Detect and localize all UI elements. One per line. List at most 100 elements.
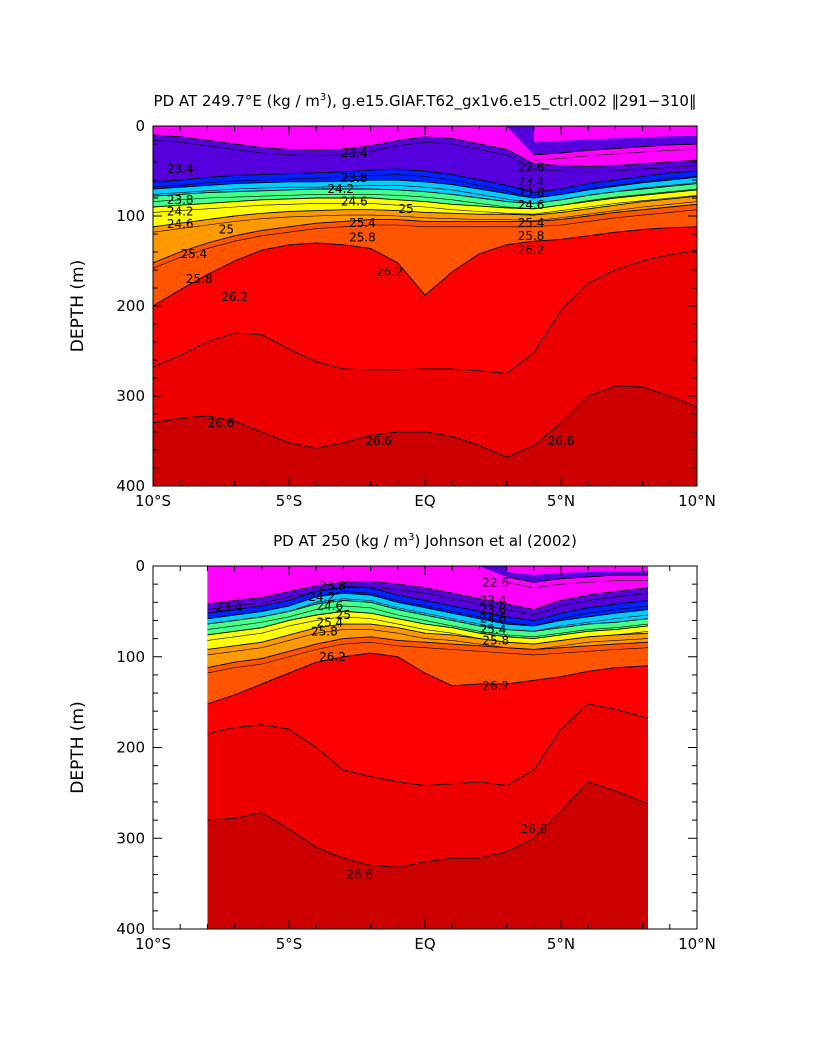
chart-title-prefix: PD AT 249.7°E (kg / m (154, 92, 320, 110)
contour-label: 26.6 (520, 822, 547, 836)
contour-line-25 (207, 610, 649, 640)
y-axis: 0 100 200 300 400 (116, 557, 697, 938)
contour-label: 24.6 (518, 198, 545, 212)
contour-line-24.2 (153, 176, 697, 199)
contour-line-minor (153, 201, 697, 233)
contour-line-26.4 (207, 703, 649, 787)
y-axis: 0 100 200 300 400 (116, 117, 697, 495)
contour-line-25.8 (207, 636, 649, 669)
contour-line-26.6 (207, 781, 649, 868)
contour-label: 25 (336, 608, 351, 622)
chart-title-suffix: ), g.e15.GIAF.T62_gx1v6.e15_ctrl.002 ‖29… (326, 92, 696, 111)
contour-line-24.2 (207, 592, 649, 627)
x-tick-label: 10°S (135, 935, 171, 953)
chart-title-suffix: ) Johnson et al (2002) (415, 532, 577, 550)
x-axis: 10°S 5°S EQ 5°N 10°N (135, 126, 716, 510)
contour-line-22.6 (533, 143, 697, 156)
x-tick-label: 5°N (547, 935, 575, 953)
y-tick-label: 0 (135, 557, 145, 575)
contour-fill-lightest (506, 566, 649, 575)
contour-label: 24.2 (167, 205, 194, 219)
contour-line-26.6 (153, 385, 697, 458)
contour-label: 26.6 (208, 416, 235, 430)
contour-label: 23.4 (167, 162, 194, 176)
x-tick-label: 10°S (135, 492, 171, 510)
observation-panel: 23.423.824.224.62525.425.826.226.222.623… (68, 532, 716, 953)
contour-label: 25.8 (186, 272, 213, 286)
y-tick-label: 400 (116, 920, 145, 938)
x-tick-label: 10°N (678, 492, 716, 510)
contour-line-25.8 (153, 203, 697, 264)
contour-line-minor (153, 195, 697, 215)
contour-label: 25.8 (349, 231, 376, 245)
contour-label: 26.6 (346, 868, 373, 882)
y-axis-label: DEPTH (m) (68, 260, 88, 352)
contour-line-26.4 (153, 249, 697, 374)
contour-label: 25.4 (180, 247, 207, 261)
x-tick-label: EQ (414, 492, 435, 510)
contour-line-minor (153, 140, 697, 173)
contour-line-23.8 (207, 585, 649, 621)
contour-label: 23.4 (518, 175, 545, 189)
contour-label: 26.6 (365, 434, 392, 448)
y-axis-label: DEPTH (m) (68, 701, 88, 793)
contour-label: 26.2 (319, 650, 346, 664)
contour-label: 22.6 (482, 575, 509, 589)
y-tick-label: 300 (116, 387, 145, 405)
y-tick-label: 400 (116, 477, 145, 495)
contour-label: 23.4 (216, 600, 243, 614)
contour-line-minor (533, 149, 697, 161)
contour-line-minor (506, 580, 649, 589)
contour-label: 22.6 (518, 160, 545, 174)
contour-label: 24.2 (327, 182, 354, 196)
chart-title-superscript: 3 (320, 92, 326, 103)
contour-label: 26.2 (376, 265, 403, 279)
contour-label: 26.2 (482, 679, 509, 693)
chart-title: PD AT 249.7°E (kg / m3), g.e15.GIAF.T62_… (154, 92, 697, 111)
contour-label: 23.4 (480, 593, 507, 607)
contour-label: 26.6 (548, 434, 575, 448)
contour-label: 24.2 (308, 590, 335, 604)
x-axis: 10°S 5°S EQ 5°N 10°N (135, 566, 716, 953)
chart-title-prefix: PD AT 250 (kg / m (273, 532, 408, 550)
contour-label: 25.4 (349, 216, 376, 230)
y-tick-label: 200 (116, 739, 145, 757)
x-tick-label: 5°S (276, 492, 303, 510)
contour-label: 23.8 (167, 193, 194, 207)
contour-line-25 (153, 189, 697, 210)
chart-title-superscript: 3 (408, 532, 414, 543)
contour-label: 23.8 (518, 186, 545, 200)
contour-label: 24.6 (167, 217, 194, 231)
contour-line-minor (207, 605, 649, 638)
x-tick-label: EQ (414, 935, 435, 953)
contour-line-minor (153, 174, 697, 199)
contour-label: 25 (398, 202, 413, 216)
contour-label: 24.6 (316, 599, 343, 613)
contour-line-minor (207, 586, 649, 616)
contour-field (153, 126, 697, 486)
contour-line-25.4 (207, 623, 649, 650)
x-tick-label: 5°N (547, 492, 575, 510)
contour-line-22.6 (506, 574, 649, 583)
contour-label: 25.4 (518, 216, 545, 230)
contour-line-24.6 (153, 183, 697, 204)
contour-line-26.2 (207, 652, 649, 705)
x-tick-label: 10°N (678, 935, 716, 953)
contour-line-23.4 (153, 134, 697, 167)
contour-label: 25.4 (316, 615, 343, 629)
contour-label: 23.8 (319, 579, 346, 593)
contour-label: 25 (219, 223, 234, 237)
contour-line-23.8 (153, 168, 697, 194)
x-tick-label: 5°S (276, 935, 303, 953)
contour-label: 23.4 (341, 146, 368, 160)
contour-label: 26.2 (221, 290, 248, 304)
contour-line-minor (153, 188, 697, 210)
contour-label: 25.4 (480, 623, 507, 637)
contour-field (207, 566, 649, 929)
contour-line-24.6 (207, 600, 649, 632)
contour-line-23.4 (207, 580, 649, 611)
contour-label: 25.8 (311, 624, 338, 638)
y-tick-label: 0 (135, 117, 145, 135)
contour-line-minor (153, 209, 697, 269)
